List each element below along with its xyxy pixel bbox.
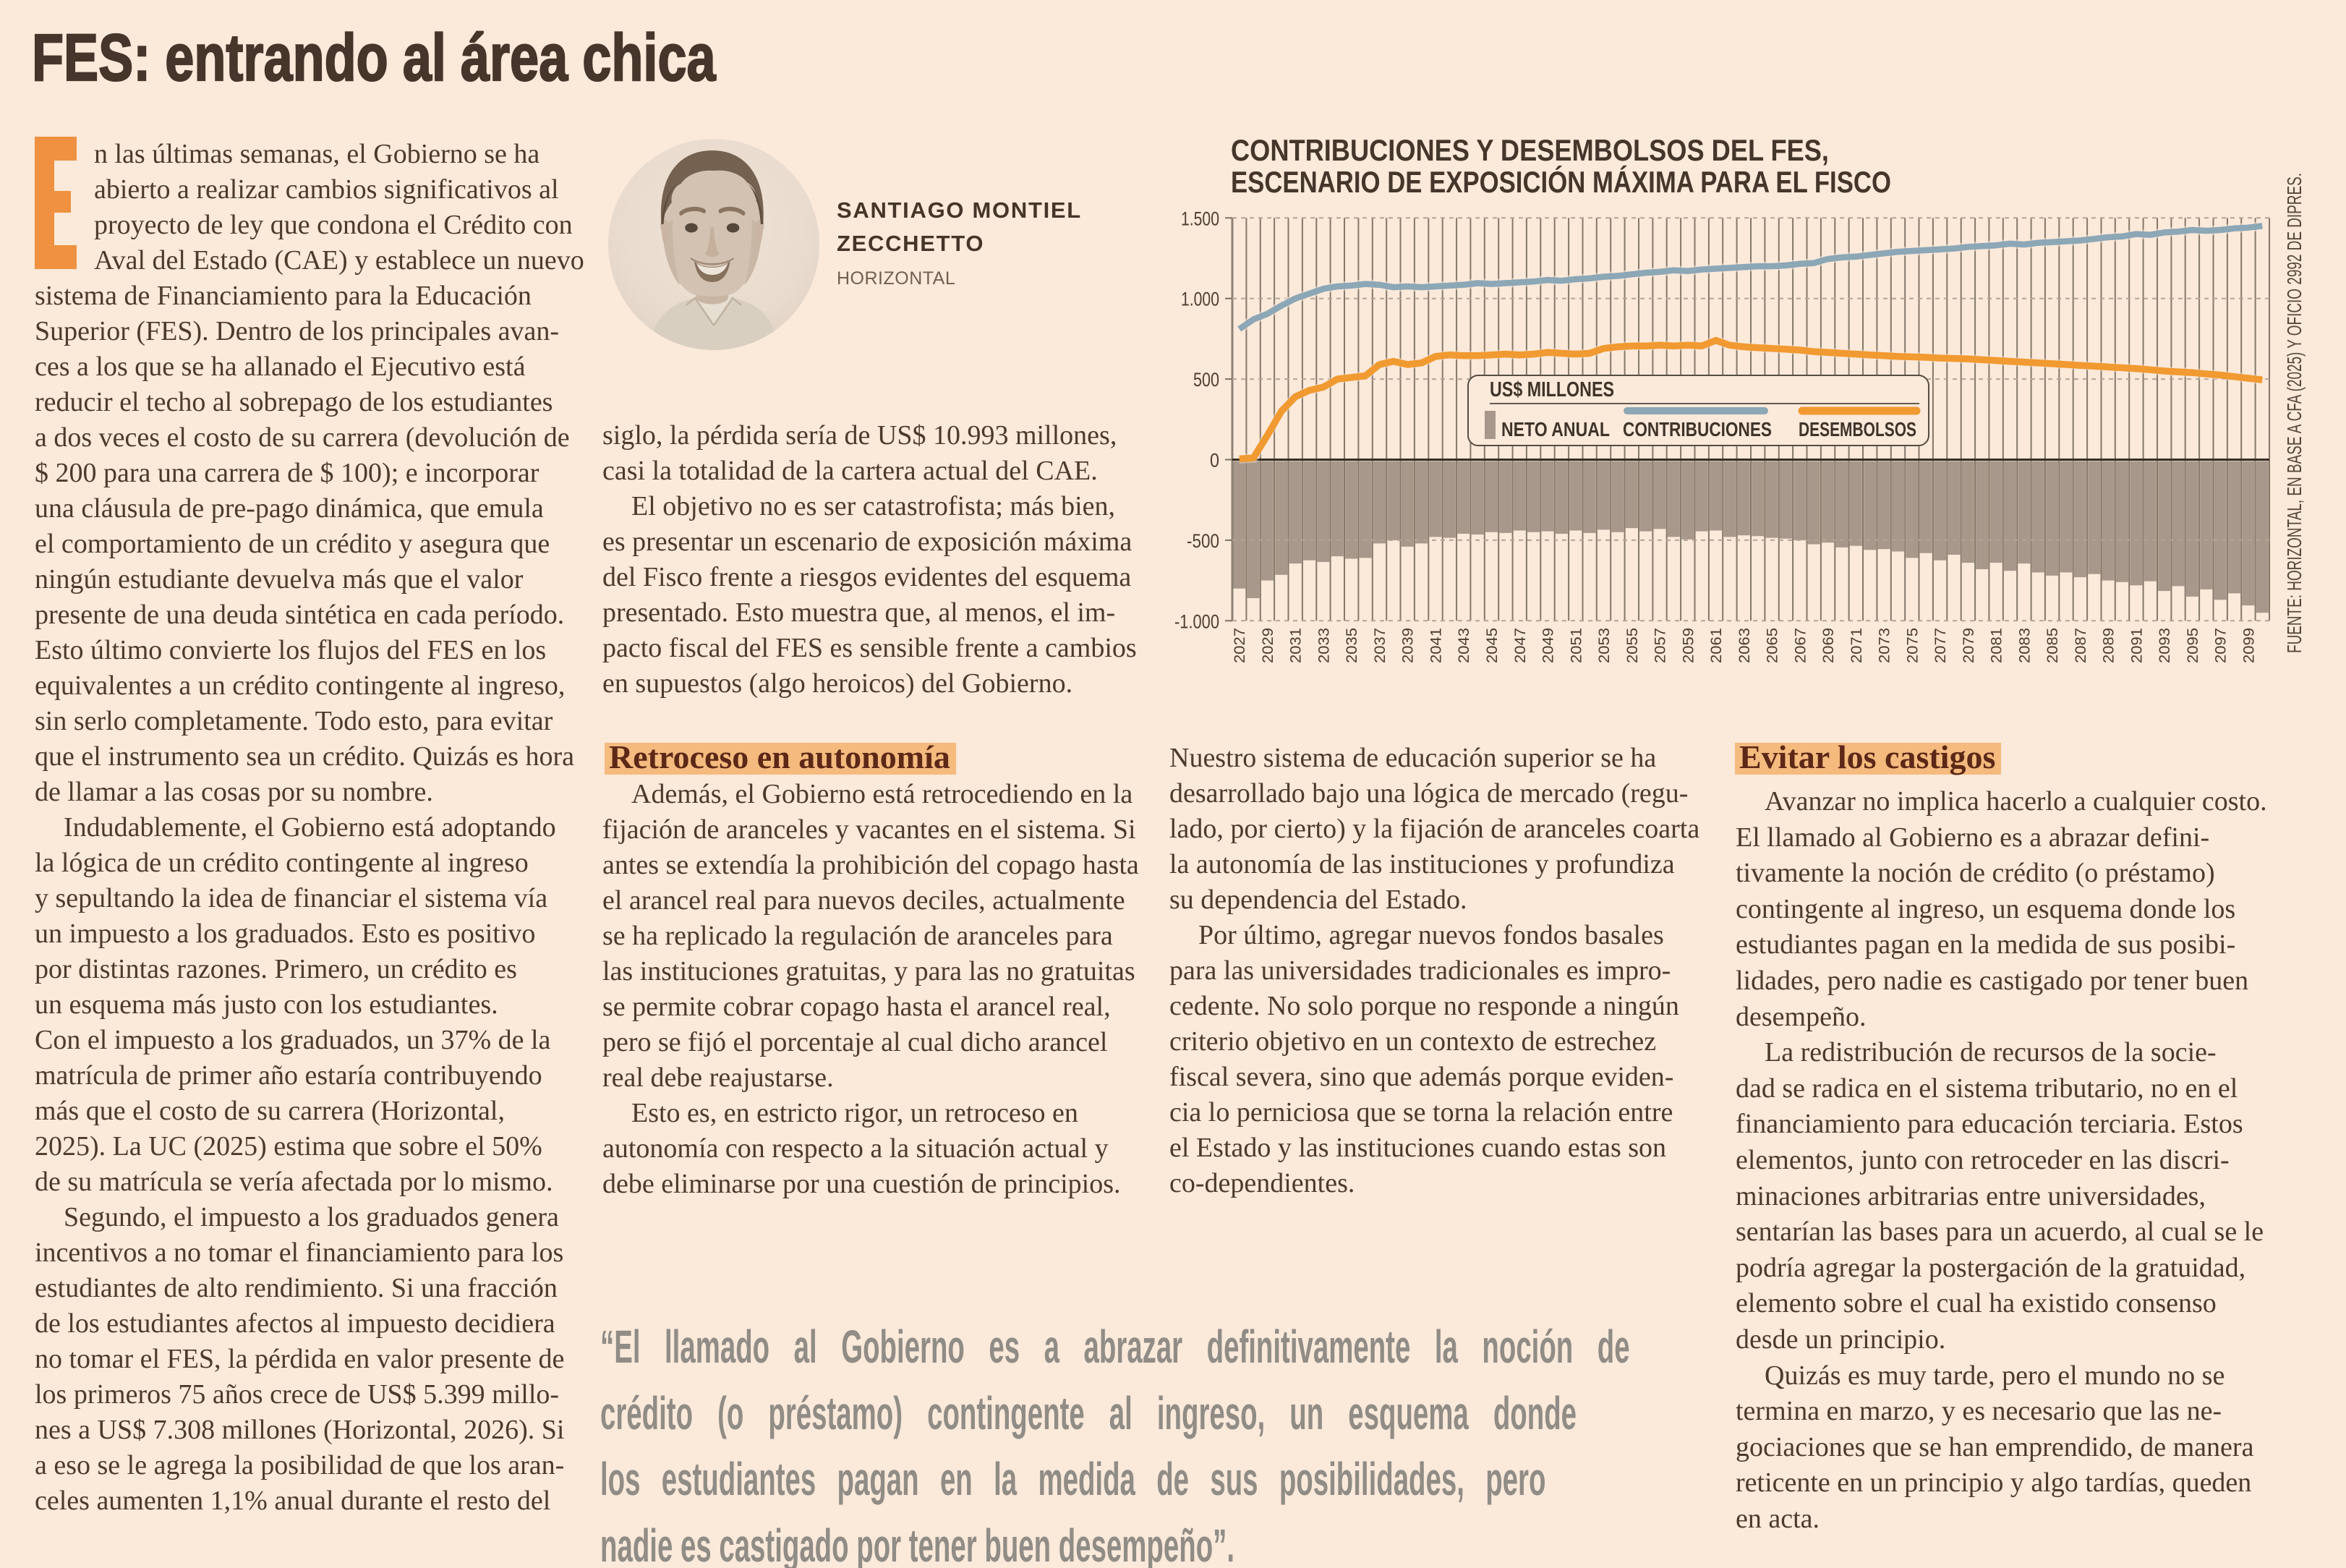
- svg-text:CONTRIBUCIONES: CONTRIBUCIONES: [1623, 418, 1772, 440]
- svg-text:2041: 2041: [1428, 628, 1445, 663]
- svg-text:2043: 2043: [1455, 628, 1472, 663]
- svg-text:2085: 2085: [2044, 628, 2061, 663]
- svg-text:2077: 2077: [1932, 628, 1949, 663]
- svg-text:2089: 2089: [2100, 628, 2117, 663]
- svg-text:2067: 2067: [1791, 628, 1809, 663]
- svg-text:2075: 2075: [1903, 628, 1921, 663]
- svg-text:2061: 2061: [1707, 628, 1725, 663]
- svg-text:2035: 2035: [1343, 628, 1360, 663]
- svg-text:1.500: 1.500: [1181, 208, 1219, 229]
- svg-text:2057: 2057: [1652, 628, 1669, 663]
- svg-text:2069: 2069: [1820, 628, 1837, 663]
- svg-text:2083: 2083: [2016, 628, 2033, 663]
- svg-text:US$ MILLONES: US$ MILLONES: [1490, 378, 1614, 401]
- svg-text:2059: 2059: [1679, 628, 1697, 663]
- svg-text:2081: 2081: [1988, 628, 2005, 663]
- svg-text:CONTRIBUCIONES Y DESEMBOLSOS D: CONTRIBUCIONES Y DESEMBOLSOS DEL FES,: [1231, 133, 1829, 167]
- svg-text:FUENTE: HORIZONTAL, EN BASE A: FUENTE: HORIZONTAL, EN BASE A CFA (2025)…: [2283, 173, 2306, 653]
- svg-text:2093: 2093: [2156, 628, 2173, 663]
- svg-text:500: 500: [1193, 369, 1219, 391]
- svg-text:0: 0: [1210, 450, 1219, 472]
- svg-text:2051: 2051: [1567, 628, 1584, 663]
- svg-text:2047: 2047: [1511, 628, 1529, 663]
- svg-text:2099: 2099: [2240, 628, 2257, 663]
- svg-text:2073: 2073: [1876, 628, 1893, 663]
- svg-text:2033: 2033: [1315, 628, 1333, 663]
- svg-text:2049: 2049: [1540, 628, 1557, 663]
- svg-text:2029: 2029: [1259, 628, 1276, 663]
- svg-text:-1.000: -1.000: [1174, 610, 1219, 632]
- svg-text:DESEMBOLSOS: DESEMBOLSOS: [1799, 418, 1916, 440]
- svg-text:-500: -500: [1187, 530, 1219, 552]
- svg-text:2079: 2079: [1960, 628, 1977, 663]
- svg-text:2095: 2095: [2184, 628, 2201, 663]
- svg-text:2065: 2065: [1764, 628, 1781, 663]
- svg-text:2045: 2045: [1483, 628, 1501, 663]
- svg-text:2087: 2087: [2072, 628, 2089, 663]
- svg-text:2027: 2027: [1231, 628, 1248, 663]
- svg-text:NETO ANUAL: NETO ANUAL: [1501, 418, 1610, 440]
- svg-text:2091: 2091: [2128, 628, 2145, 663]
- svg-text:2037: 2037: [1371, 628, 1389, 663]
- svg-text:2071: 2071: [1848, 628, 1865, 663]
- svg-text:2063: 2063: [1736, 628, 1753, 663]
- svg-text:1.000: 1.000: [1181, 289, 1219, 310]
- svg-text:2039: 2039: [1399, 628, 1417, 663]
- svg-text:2053: 2053: [1595, 628, 1613, 663]
- svg-text:2097: 2097: [2212, 628, 2230, 663]
- svg-text:ESCENARIO DE EXPOSICIÓN MÁXIMA: ESCENARIO DE EXPOSICIÓN MÁXIMA PARA EL F…: [1231, 164, 1891, 199]
- svg-text:2055: 2055: [1624, 628, 1641, 663]
- svg-text:2031: 2031: [1287, 628, 1305, 663]
